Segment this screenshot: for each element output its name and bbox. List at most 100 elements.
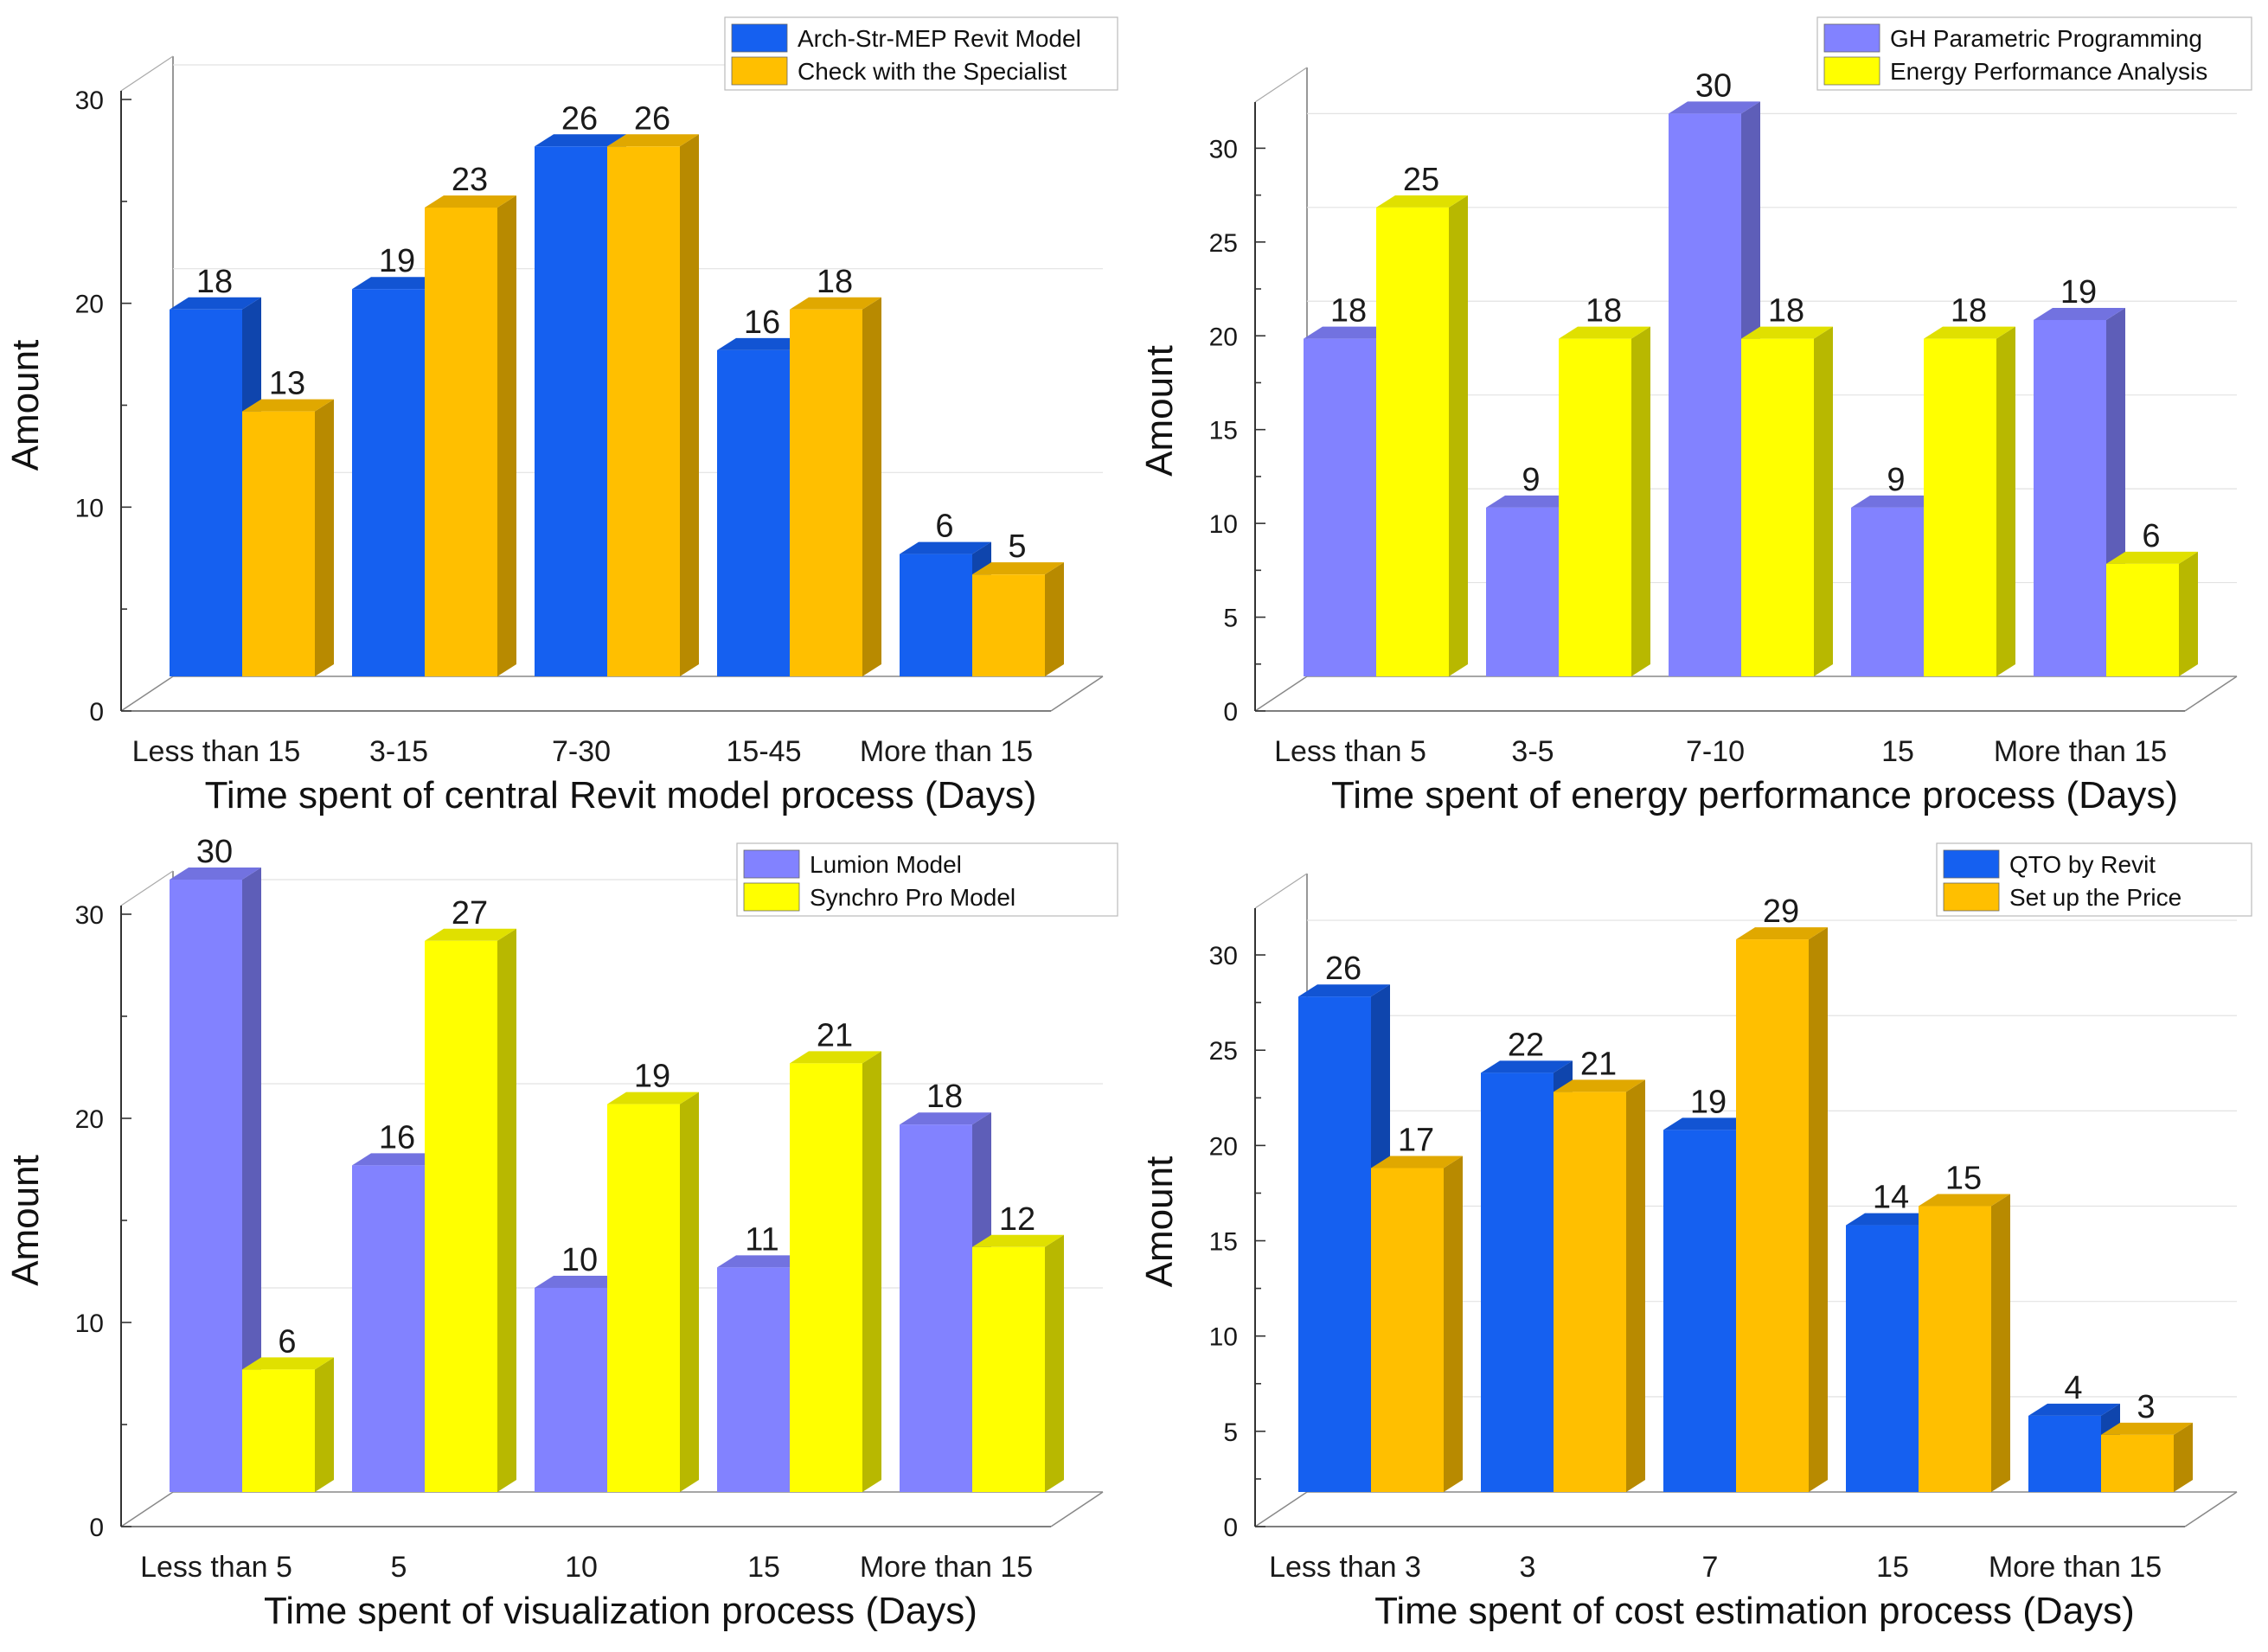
x-tick-label: 15-45 xyxy=(727,735,802,768)
bar xyxy=(1486,507,1559,676)
data-label: 18 xyxy=(1951,293,1987,330)
data-label: 6 xyxy=(278,1323,296,1360)
x-tick-label: More than 15 xyxy=(1989,1551,2162,1584)
bar-side xyxy=(862,297,881,676)
bar xyxy=(1376,207,1449,676)
x-axis-title: Time spent of central Revit model proces… xyxy=(205,774,1037,816)
y-tick-label: 10 xyxy=(1209,510,1238,539)
bar xyxy=(607,1104,680,1492)
bar-top xyxy=(1481,1060,1573,1073)
bar xyxy=(2106,563,2179,676)
right-depth-edge xyxy=(1050,676,1104,712)
legend-swatch xyxy=(1943,849,2000,879)
x-axis-title: Time spent of visualization process (Day… xyxy=(264,1590,977,1632)
left-depth-edge xyxy=(1254,1491,1308,1527)
bar-top xyxy=(790,297,881,310)
y-tick-label: 20 xyxy=(1209,323,1238,351)
y-tick-label: 10 xyxy=(75,494,104,522)
x-tick-label: 15 xyxy=(1881,735,1914,768)
bar xyxy=(1919,1206,1991,1492)
legend-swatch xyxy=(1823,23,1880,53)
bar xyxy=(1554,1092,1626,1492)
x-tick-label: Less than 5 xyxy=(140,1551,292,1584)
y-tick-label: 30 xyxy=(75,901,104,930)
bar-side xyxy=(680,1092,699,1492)
bar-top xyxy=(425,928,516,941)
data-label: 18 xyxy=(926,1079,963,1115)
y-tick-label: 15 xyxy=(1209,417,1238,445)
legend-label: Energy Performance Analysis xyxy=(1890,58,2207,85)
bar xyxy=(2101,1434,2174,1492)
bar-top xyxy=(170,868,261,880)
y-tick-label: 30 xyxy=(75,86,104,115)
x-tick-label: 7 xyxy=(1702,1551,1719,1584)
bar-top xyxy=(900,541,991,554)
data-label: 18 xyxy=(1330,293,1367,330)
data-label: 3 xyxy=(2137,1389,2155,1425)
legend-box xyxy=(1816,16,2252,91)
top-depth-edge xyxy=(1254,873,1308,909)
data-label: 30 xyxy=(1695,67,1732,104)
bar-top xyxy=(790,1051,881,1064)
bar xyxy=(242,411,315,676)
y-tick-label: 0 xyxy=(89,698,104,727)
y-tick-label: 10 xyxy=(1209,1323,1238,1352)
legend-swatch xyxy=(1943,882,2000,912)
bar-top xyxy=(535,1276,626,1288)
bar-side xyxy=(1631,326,1650,676)
y-tick-label: 20 xyxy=(75,291,104,319)
legend-label: Lumion Model xyxy=(810,851,962,878)
y-tick-label: 15 xyxy=(1209,1228,1238,1257)
bar-top xyxy=(2106,551,2198,564)
bar-side xyxy=(1626,1079,1645,1492)
bar-top xyxy=(1669,101,1760,114)
bar xyxy=(425,207,497,676)
bar-side xyxy=(497,928,516,1492)
bar-top xyxy=(242,399,334,412)
data-label: 10 xyxy=(561,1242,598,1278)
bar-top xyxy=(972,1234,1064,1247)
left-depth-edge xyxy=(120,676,174,712)
y-axis-title: Amount xyxy=(4,1155,47,1286)
bar-top xyxy=(1559,326,1650,339)
bar xyxy=(1924,338,1996,676)
y-tick-label: 30 xyxy=(1209,942,1238,970)
y-axis-title: Amount xyxy=(1138,1156,1181,1288)
bar-side xyxy=(315,1357,334,1492)
data-label: 26 xyxy=(634,100,670,137)
bar-top xyxy=(1486,495,1578,508)
x-axis-title: Time spent of cost estimation process (D… xyxy=(1374,1590,2135,1632)
y-tick-label: 30 xyxy=(1209,135,1238,163)
data-label: 21 xyxy=(817,1017,853,1053)
legend-box xyxy=(736,842,1118,917)
bar xyxy=(1846,1225,1919,1492)
x-tick-label: 3-15 xyxy=(369,735,428,768)
bar-top xyxy=(1663,1117,1755,1130)
bar-top xyxy=(1298,984,1390,997)
x-tick-label: 15 xyxy=(1876,1551,1909,1584)
x-tick-label: Less than 5 xyxy=(1274,735,1426,768)
y-axis-title: Amount xyxy=(4,340,47,471)
bar-top xyxy=(2028,1403,2120,1416)
bar xyxy=(1669,113,1741,676)
y-tick-label: 5 xyxy=(1223,1418,1238,1447)
bar xyxy=(1851,507,1924,676)
bar-top xyxy=(717,337,809,350)
bar-side xyxy=(1809,927,1828,1492)
data-label: 19 xyxy=(634,1059,670,1095)
data-label: 23 xyxy=(452,162,488,198)
bar-side xyxy=(680,134,699,676)
bar xyxy=(972,574,1045,676)
data-label: 26 xyxy=(561,100,598,137)
legend-label: Check with the Specialist xyxy=(798,58,1067,85)
x-tick-label: 7-10 xyxy=(1686,735,1745,768)
bar-top xyxy=(425,195,516,208)
left-depth-edge xyxy=(1254,676,1308,712)
y-tick-label: 0 xyxy=(1223,1514,1238,1542)
bar-top xyxy=(1919,1194,2010,1207)
bar-top xyxy=(1376,195,1468,208)
legend-swatch xyxy=(731,56,788,86)
bar xyxy=(1559,338,1631,676)
bar-side xyxy=(2179,551,2198,676)
legend-label: GH Parametric Programming xyxy=(1890,25,2202,52)
